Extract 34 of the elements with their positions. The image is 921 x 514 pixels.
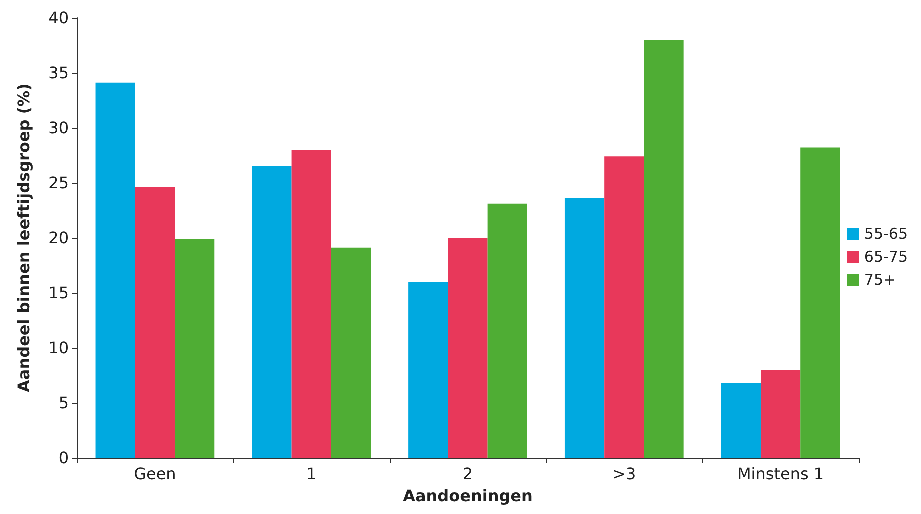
bar [175, 239, 215, 458]
bar [564, 198, 605, 458]
x-tick-label: 2 [462, 464, 474, 484]
legend-label: 65-75 [864, 248, 908, 266]
legend-label: 75+ [864, 271, 896, 289]
x-axis-title: Aandoeningen [403, 486, 533, 506]
y-tick-label: 40 [48, 8, 69, 28]
bar [252, 166, 292, 458]
bar [760, 370, 801, 458]
x-tick-label: >3 [612, 464, 636, 484]
x-tick-label: Minstens 1 [738, 464, 824, 484]
bar [292, 150, 332, 458]
bar [800, 148, 840, 458]
bar [488, 204, 528, 458]
y-tick-label: 10 [48, 338, 69, 358]
bar [448, 238, 488, 458]
bar [604, 156, 644, 458]
y-tick-label: 20 [48, 228, 69, 248]
bar [96, 82, 136, 458]
y-axis-title: Aandeel binnen leeftijdsgroep (%) [14, 84, 34, 392]
bar [135, 187, 176, 458]
y-tick-label: 5 [58, 394, 69, 412]
y-tick-label: 30 [48, 118, 69, 138]
bar [331, 248, 372, 458]
y-tick-label: 35 [48, 64, 69, 82]
x-tick-label: Geen [134, 464, 176, 484]
bar [644, 40, 684, 458]
bar [721, 383, 761, 458]
y-tick-label: 0 [58, 448, 69, 468]
bar [408, 282, 448, 458]
y-tick-label: 15 [48, 284, 69, 302]
y-tick-label: 25 [48, 174, 69, 192]
x-tick-label: 1 [306, 464, 317, 484]
legend-label: 55-65 [864, 225, 908, 243]
